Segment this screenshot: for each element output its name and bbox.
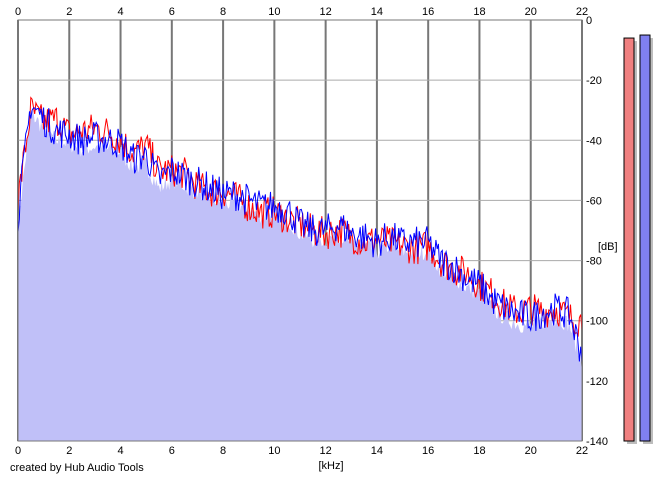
x-tick-label-top: 12: [320, 6, 332, 18]
x-tick-label-bottom: 2: [66, 445, 72, 457]
credit-text: created by Hub Audio Tools: [10, 462, 144, 474]
y-axis-label: [dB]: [598, 241, 618, 253]
x-tick-label-top: 10: [268, 6, 280, 18]
plot-border: [17, 19, 583, 442]
level-meters: [623, 34, 653, 445]
x-tick-label-top: 0: [15, 6, 21, 18]
x-tick-label-bottom: 0: [15, 445, 21, 457]
level-meter-bar: [639, 34, 651, 442]
x-tick-label-top: 16: [422, 6, 434, 18]
x-tick-label-top: 2: [66, 6, 72, 18]
series-line-red: [17, 96, 583, 338]
x-tick-label-top: 20: [525, 6, 537, 18]
x-tick-label-bottom: 12: [320, 445, 332, 457]
x-tick-label-bottom: 8: [220, 445, 226, 457]
y-axis-ticks: 0 -20 -40 -60 -80 -100 -120 -140: [586, 15, 608, 448]
x-tick-label-bottom: 6: [169, 445, 175, 457]
x-tick-label-bottom: 4: [117, 445, 123, 457]
y-tick-label: -120: [586, 376, 608, 388]
x-tick-label-top: 22: [576, 6, 588, 18]
y-tick-label: -40: [586, 135, 602, 147]
x-tick-label-top: 18: [473, 6, 485, 18]
y-tick-label: 0: [586, 15, 592, 27]
y-tick-label: -80: [586, 256, 602, 268]
level-meter-bar: [623, 37, 635, 442]
x-tick-label-bottom: 20: [525, 445, 537, 457]
x-tick-label-bottom: 18: [473, 445, 485, 457]
x-tick-label-bottom: 22: [576, 445, 588, 457]
x-tick-label-top: 14: [371, 6, 383, 18]
series-layer: [17, 96, 583, 363]
x-tick-label-bottom: 14: [371, 445, 383, 457]
y-tick-label: -100: [586, 316, 608, 328]
x-tick-label-top: 8: [220, 6, 226, 18]
x-tick-label-bottom: 16: [422, 445, 434, 457]
x-tick-label-top: 4: [117, 6, 123, 18]
y-tick-label: -140: [586, 436, 608, 448]
x-tick-label-bottom: 10: [268, 445, 280, 457]
y-tick-label: -20: [586, 75, 602, 87]
x-axis-label: [kHz]: [318, 460, 343, 472]
series-line-blue: [17, 107, 583, 363]
y-tick-label: -60: [586, 195, 602, 207]
spectrum-fill-area: [18, 109, 582, 442]
x-tick-label-top: 6: [169, 6, 175, 18]
